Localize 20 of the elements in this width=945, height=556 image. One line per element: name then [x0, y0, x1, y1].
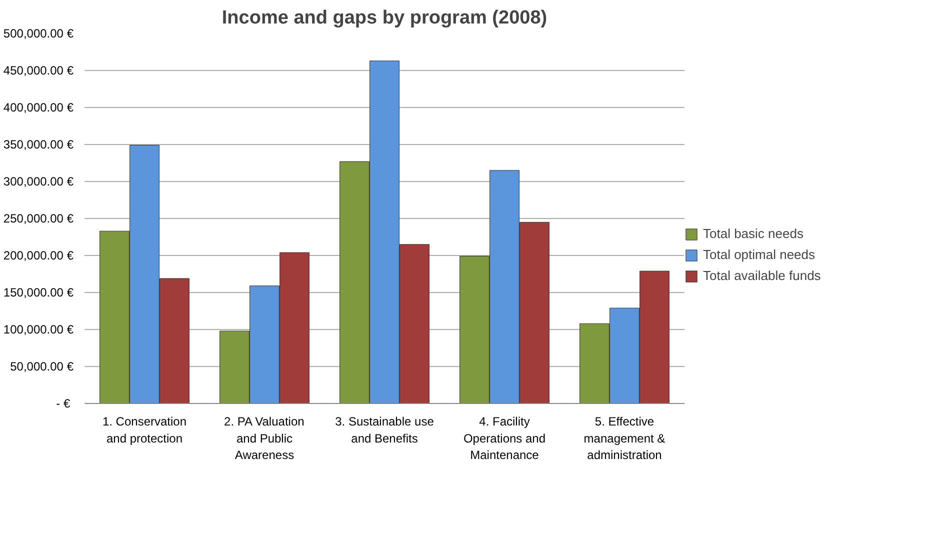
x-tick-label: 2. PA Valuation and Public Awareness [224, 414, 304, 462]
y-tick-label: 250,000.00 € [3, 212, 74, 226]
chart-title: Income and gaps by program (2008) [222, 8, 548, 28]
y-tick-label: 100,000.00 € [3, 322, 74, 336]
legend-label: Total optimal needs [703, 247, 816, 262]
y-tick-label: 500,000.00 € [3, 26, 74, 40]
legend-label: Total available funds [703, 268, 821, 283]
y-tick-label: 300,000.00 € [3, 174, 74, 188]
x-tick-label: 5. Effective management & administration [584, 414, 666, 462]
x-tick-label: 4. Facility Operations and Maintenance [463, 414, 546, 462]
y-tick-label: 350,000.00 € [3, 138, 74, 152]
y-tick-label: 400,000.00 € [3, 100, 74, 114]
y-tick-label: 150,000.00 € [3, 286, 74, 300]
y-tick-label: 200,000.00 € [3, 248, 74, 262]
x-tick-label: 3. Sustainable use and Benefits [335, 414, 434, 446]
x-tick-label: 1. Conservation and protection [102, 414, 187, 446]
y-tick-label: - € [56, 396, 70, 410]
y-tick-label: 50,000.00 € [10, 360, 74, 374]
y-tick-label: 450,000.00 € [3, 64, 74, 78]
legend-label: Total basic needs [703, 226, 804, 241]
